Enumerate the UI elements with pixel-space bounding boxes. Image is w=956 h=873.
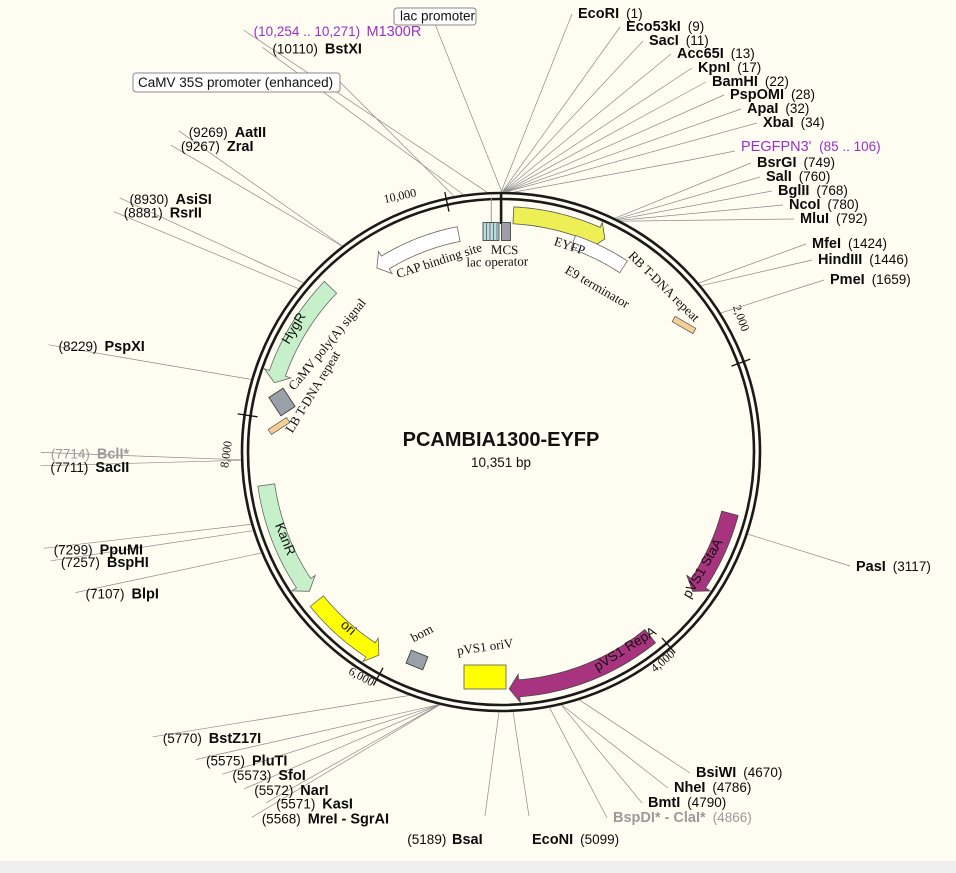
svg-text:M1300R: M1300R [367, 24, 422, 40]
svg-text:MCS: MCS [491, 242, 519, 257]
svg-text:SfoI: SfoI [278, 768, 305, 784]
svg-text:BspDI* - ClaI*: BspDI* - ClaI* [613, 810, 706, 826]
svg-text:(34): (34) [801, 115, 825, 130]
svg-text:(7711): (7711) [50, 460, 88, 475]
svg-text:(5099): (5099) [580, 832, 619, 847]
svg-text:(5770): (5770) [163, 731, 202, 746]
svg-text:PmeI: PmeI [830, 272, 865, 288]
svg-text:(7299): (7299) [54, 542, 93, 557]
svg-text:(1446): (1446) [869, 252, 908, 267]
svg-text:(5575): (5575) [206, 754, 245, 769]
svg-text:(4866): (4866) [713, 810, 752, 825]
svg-text:bom: bom [408, 621, 435, 645]
svg-text:EcoRI: EcoRI [578, 6, 619, 22]
svg-text:BsaI: BsaI [452, 832, 483, 848]
svg-text:PCAMBIA1300-EYFP: PCAMBIA1300-EYFP [403, 429, 600, 451]
svg-text:BsiWI: BsiWI [696, 765, 736, 781]
svg-text:6,000: 6,000 [346, 664, 376, 689]
svg-text:(3117): (3117) [893, 559, 931, 574]
svg-text:(28): (28) [791, 87, 815, 102]
svg-text:ZraI: ZraI [227, 139, 254, 155]
svg-text:(32): (32) [785, 101, 809, 116]
svg-text:MluI: MluI [800, 211, 829, 227]
svg-text:RsrII: RsrII [170, 206, 202, 222]
svg-text:(4790): (4790) [687, 795, 726, 810]
svg-text:BstXI: BstXI [325, 41, 362, 57]
svg-text:(1424): (1424) [848, 236, 887, 251]
svg-text:(768): (768) [816, 183, 848, 198]
svg-text:NheI: NheI [674, 780, 705, 796]
svg-text:(5571): (5571) [276, 797, 315, 812]
svg-text:(9269): (9269) [189, 125, 228, 140]
svg-text:(5568): (5568) [262, 811, 301, 826]
svg-text:EcoNI: EcoNI [532, 832, 573, 848]
svg-text:BclI*: BclI* [97, 446, 130, 462]
svg-text:(760): (760) [799, 169, 831, 184]
svg-text:CaMV 35S promoter (enhanced): CaMV 35S promoter (enhanced) [138, 75, 333, 90]
svg-text:PasI: PasI [856, 559, 886, 575]
svg-text:BmtI: BmtI [648, 795, 680, 811]
svg-text:E9 terminator: E9 terminator [563, 262, 633, 312]
svg-text:(780): (780) [827, 197, 859, 212]
svg-text:(9): (9) [688, 19, 705, 34]
svg-text:(8881): (8881) [124, 206, 163, 221]
svg-text:HindIII: HindIII [818, 252, 862, 268]
svg-text:(8930): (8930) [130, 192, 169, 207]
svg-text:lac promoter: lac promoter [400, 9, 476, 24]
svg-text:(1659): (1659) [872, 272, 911, 287]
svg-text:(7107): (7107) [86, 587, 125, 602]
svg-text:PluTI: PluTI [252, 754, 287, 770]
svg-text:(85 .. 106): (85 .. 106) [819, 139, 881, 154]
svg-text:(4670): (4670) [743, 765, 782, 780]
svg-text:(749): (749) [804, 155, 836, 170]
svg-text:(7714): (7714) [51, 446, 90, 461]
svg-text:XbaI: XbaI [763, 115, 794, 131]
svg-text:KasI: KasI [322, 797, 353, 813]
svg-text:pVS1 oriV: pVS1 oriV [456, 635, 515, 658]
svg-text:BstZ17I: BstZ17I [209, 731, 261, 747]
svg-text:(10,254 .. 10,271): (10,254 .. 10,271) [254, 24, 361, 39]
svg-text:(5572): (5572) [254, 783, 293, 798]
svg-text:MreI - SgrAI: MreI - SgrAI [308, 811, 389, 827]
svg-text:(8229): (8229) [59, 339, 98, 354]
svg-text:(17): (17) [737, 60, 761, 75]
svg-text:AatII: AatII [235, 125, 266, 141]
svg-text:(5189): (5189) [407, 832, 446, 847]
svg-text:PspXI: PspXI [105, 339, 145, 355]
svg-text:BlpI: BlpI [132, 587, 159, 603]
svg-text:(10110): (10110) [272, 41, 318, 56]
svg-text:SacI: SacI [649, 33, 679, 49]
svg-text:(4786): (4786) [712, 780, 751, 795]
svg-text:(5573): (5573) [232, 768, 271, 783]
svg-text:2,000: 2,000 [730, 303, 753, 333]
svg-text:PpuMI: PpuMI [100, 542, 144, 558]
svg-text:10,351 bp: 10,351 bp [471, 455, 531, 470]
svg-text:(792): (792) [836, 211, 868, 226]
svg-text:AsiSI: AsiSI [176, 192, 212, 208]
svg-text:MfeI: MfeI [812, 236, 841, 252]
svg-text:8,000: 8,000 [217, 440, 235, 469]
svg-text:(9267): (9267) [181, 139, 220, 154]
svg-text:10,000: 10,000 [382, 185, 417, 206]
svg-text:PEGFPN3': PEGFPN3' [741, 139, 812, 155]
svg-text:(13): (13) [731, 46, 755, 61]
